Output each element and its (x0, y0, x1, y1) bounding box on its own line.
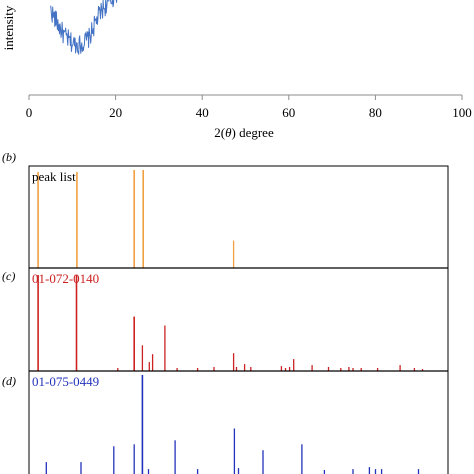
x-tick-label: 20 (109, 105, 122, 120)
reference-01-072-0140-panel (37, 275, 424, 371)
reference-title-01-072-0140: 01-072-0140 (32, 271, 99, 286)
y-axis-label: intensity (1, 5, 16, 50)
peak-list-panel (37, 170, 235, 268)
reference-patterns-box: (c) (d) peak list 01-072-0140 01-075-044… (2, 165, 449, 474)
panel-label-d: (d) (2, 374, 16, 388)
x-axis-label: 2(θ) degree (214, 125, 274, 140)
reference-title-01-075-0449: 01-075-0449 (32, 374, 99, 389)
peak-list-title: peak list (32, 169, 76, 184)
reference-box-border (28, 165, 449, 474)
panel-label-b: (b) (2, 150, 16, 164)
x-tick-label: 60 (282, 105, 295, 120)
x-tick-label: 80 (369, 105, 382, 120)
xrd-pattern-panel: intensity 0 20 40 60 80 100 2(θ) degree (1, 0, 472, 140)
xrd-intensity-line (50, 0, 118, 55)
panel-label-c: (c) (2, 269, 15, 283)
x-tick-label: 40 (196, 105, 209, 120)
x-axis-ticks: 0 20 40 60 80 100 (26, 95, 472, 120)
x-tick-label: 100 (452, 105, 472, 120)
reference-01-075-0449-panel (45, 375, 420, 474)
x-tick-label: 0 (26, 105, 33, 120)
